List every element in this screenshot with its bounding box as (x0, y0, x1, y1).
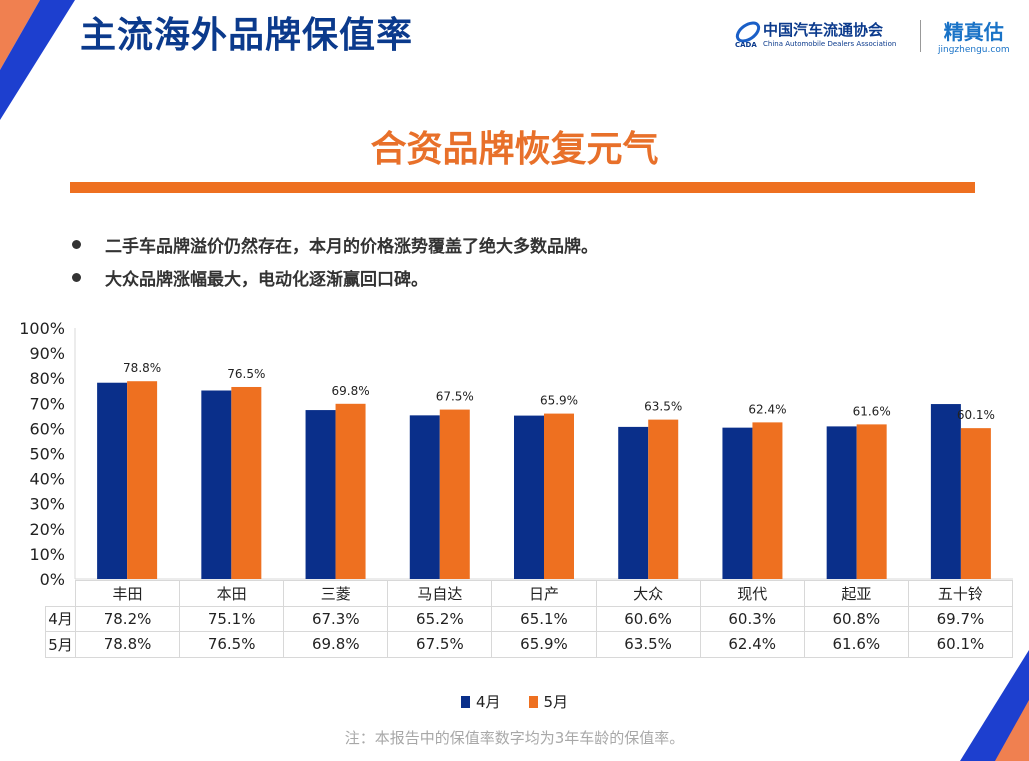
bar-may (127, 381, 158, 579)
section-subtitle: 合资品牌恢复元气 (370, 129, 659, 170)
table-cell: 60.6% (595, 605, 701, 632)
table-cell: 60.8% (803, 605, 909, 632)
bar-april (826, 426, 857, 579)
footnote: 注：本报告中的保值率数字均为3年车龄的保值率。 (344, 729, 685, 747)
bullet-item: 大众品牌涨幅最大，电动化逐渐赢回口碑。 (72, 265, 428, 290)
bullet-dot-icon (72, 273, 81, 282)
bar-may (544, 413, 574, 579)
bar-may (856, 424, 887, 579)
data-label: 69.8% (331, 384, 369, 398)
category-label: 本田 (179, 580, 285, 607)
table-row: 4月 78.2% 75.1% 67.3% 65.2% 65.1% 60.6% 60.3% 60.… (45, 605, 1014, 632)
series-label: 4月 (45, 605, 76, 632)
table-cell: 60.3% (699, 605, 805, 632)
bar-april (201, 390, 232, 579)
data-label: 61.6% (853, 404, 891, 418)
table-header-row: 丰田 本田 三菱 马自达 日产 大众 现代 起亚 五十铃 (45, 580, 1014, 607)
y-tick-label: 90% (29, 344, 65, 363)
table-cell: 67.5% (387, 631, 493, 658)
y-tick-label: 40% (29, 470, 65, 489)
legend-swatch (528, 695, 538, 708)
table-cell: 62.4% (699, 631, 805, 658)
category-label: 起亚 (803, 580, 909, 607)
y-tick-label: 100% (19, 319, 65, 338)
bar-april (409, 415, 440, 579)
category-label: 大众 (595, 580, 701, 607)
category-label: 日产 (491, 580, 597, 607)
y-tick-label: 70% (29, 394, 65, 413)
table-cell: 69.7% (907, 605, 1014, 632)
bar-april (930, 404, 961, 579)
y-tick-label: 80% (29, 369, 65, 388)
data-label: 62.4% (748, 402, 786, 416)
table-cell: 65.9% (491, 631, 597, 658)
data-label: 78.8% (123, 361, 161, 375)
data-label: 76.5% (227, 367, 265, 381)
y-tick-label: 10% (29, 545, 65, 564)
data-label: 60.1% (957, 408, 995, 422)
table-cell: 63.5% (595, 631, 701, 658)
table-cell: 60.1% (907, 631, 1014, 658)
accent-divider (70, 182, 975, 193)
table-cell: 78.8% (74, 631, 181, 658)
y-tick-label: 60% (29, 419, 65, 438)
svg-text:CADA: CADA (735, 41, 757, 48)
table-cell: 69.8% (283, 631, 389, 658)
y-tick-label: 50% (29, 445, 65, 464)
bar-april (618, 426, 649, 579)
category-label: 三菱 (283, 580, 389, 607)
category-label: 丰田 (74, 580, 181, 607)
bullet-item: 二手车品牌溢价仍然存在，本月的价格涨势覆盖了绝大多数品牌。 (72, 232, 598, 257)
bar-may (960, 428, 991, 579)
bar-april (97, 382, 128, 579)
cada-emblem-icon: CADA (735, 21, 761, 48)
bar-april (514, 415, 544, 579)
table-cell: 76.5% (179, 631, 285, 658)
table-cell: 78.2% (74, 605, 181, 632)
bullet-dot-icon (72, 240, 81, 249)
logo-divider (920, 20, 921, 52)
bar-may (231, 386, 262, 579)
category-label: 五十铃 (907, 580, 1014, 607)
table-cell: 65.2% (387, 605, 493, 632)
legend-swatch (460, 695, 470, 708)
bar-april (722, 427, 753, 579)
table-cell: 75.1% (179, 605, 285, 632)
bar-may (648, 419, 679, 579)
category-label: 马自达 (387, 580, 493, 607)
jingzhengu-logo: 精真估 jingzhengu.com (938, 20, 1010, 55)
bar-april (305, 410, 336, 579)
bar-chart: 0%10%20%30%40%50%60%70%80%90%100%78.8% 76… (19, 319, 1013, 589)
table-cell: 67.3% (283, 605, 389, 632)
bar-may (335, 403, 366, 579)
table-row: 5月 78.8% 76.5% 69.8% 67.5% 65.9% 63.5% 62.4% 61.… (45, 631, 1014, 658)
legend-item-may: 5月 (528, 691, 568, 712)
y-tick-label: 30% (29, 495, 65, 514)
data-label: 63.5% (644, 400, 682, 414)
series-label: 5月 (45, 631, 76, 658)
table-cell: 65.1% (491, 605, 597, 632)
page-title: 主流海外品牌保值率 (80, 15, 414, 56)
cada-logo: CADA 中国汽车流通协会 China Automobile Dealers As… (733, 18, 896, 49)
data-label: 65.9% (540, 394, 578, 408)
data-table: 丰田 本田 三菱 马自达 日产 大众 现代 起亚 五十铃 4月 78.2% 75.1% 67.3% 65.… (45, 580, 1014, 658)
data-label: 67.5% (436, 390, 474, 404)
legend-item-april: 4月 (460, 691, 501, 712)
table-corner (45, 580, 76, 607)
bar-may (752, 422, 783, 579)
y-tick-label: 20% (29, 520, 65, 539)
category-label: 现代 (699, 580, 805, 607)
table-cell: 61.6% (803, 631, 909, 658)
chart-legend: 4月 5月 (0, 691, 1029, 712)
bar-may (439, 409, 470, 579)
